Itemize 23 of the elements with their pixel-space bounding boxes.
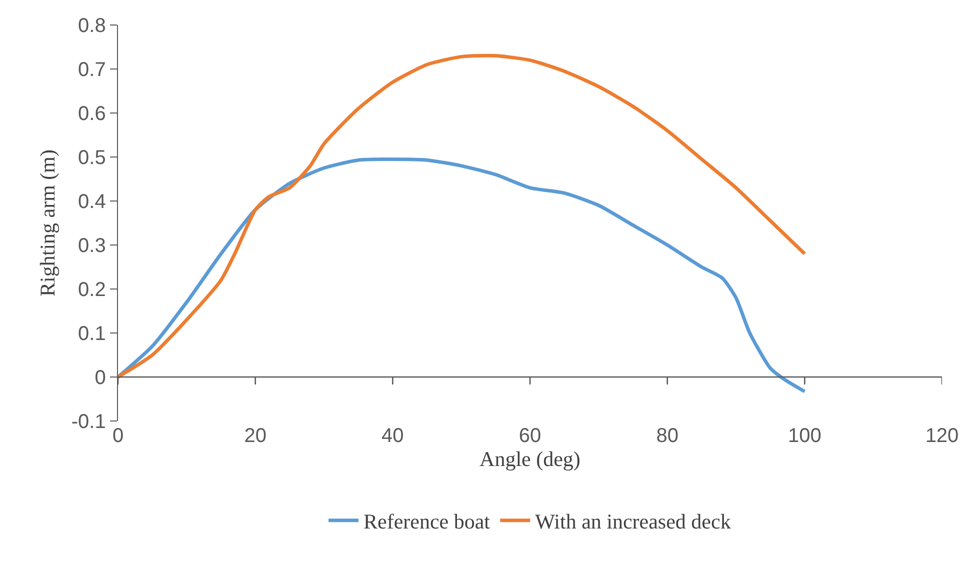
x-tick-label: 80 [656,425,678,447]
y-tick-label: -0.1 [71,411,106,433]
y-tick-label: 0.6 [78,103,106,125]
x-tick-label: 120 [925,425,959,447]
y-tick-label: 0.8 [78,15,106,37]
x-tick-label: 60 [518,425,542,447]
x-tick-label: 100 [788,425,822,447]
x-tick-label: 0 [112,425,124,447]
y-tick-label: 0.2 [78,279,106,301]
line-series [118,157,806,394]
x-tick-label: 20 [244,425,266,447]
y-tick-label: 0 [94,367,106,389]
x-tick-label: 40 [382,425,404,447]
y-tick-label: 0.7 [78,59,106,81]
y-axis-title: Righting arm (m) [36,150,60,296]
legend-label: With an increased deck [535,510,732,534]
y-tick-label: 0.5 [78,147,106,169]
y-tick-label: 0.3 [78,235,106,257]
line-series [118,54,806,379]
x-axis-title: Angle (deg) [480,447,580,471]
legend-label: Reference boat [364,510,490,534]
y-tick-label: 0.1 [78,323,106,345]
y-tick-label: 0.4 [78,191,106,213]
